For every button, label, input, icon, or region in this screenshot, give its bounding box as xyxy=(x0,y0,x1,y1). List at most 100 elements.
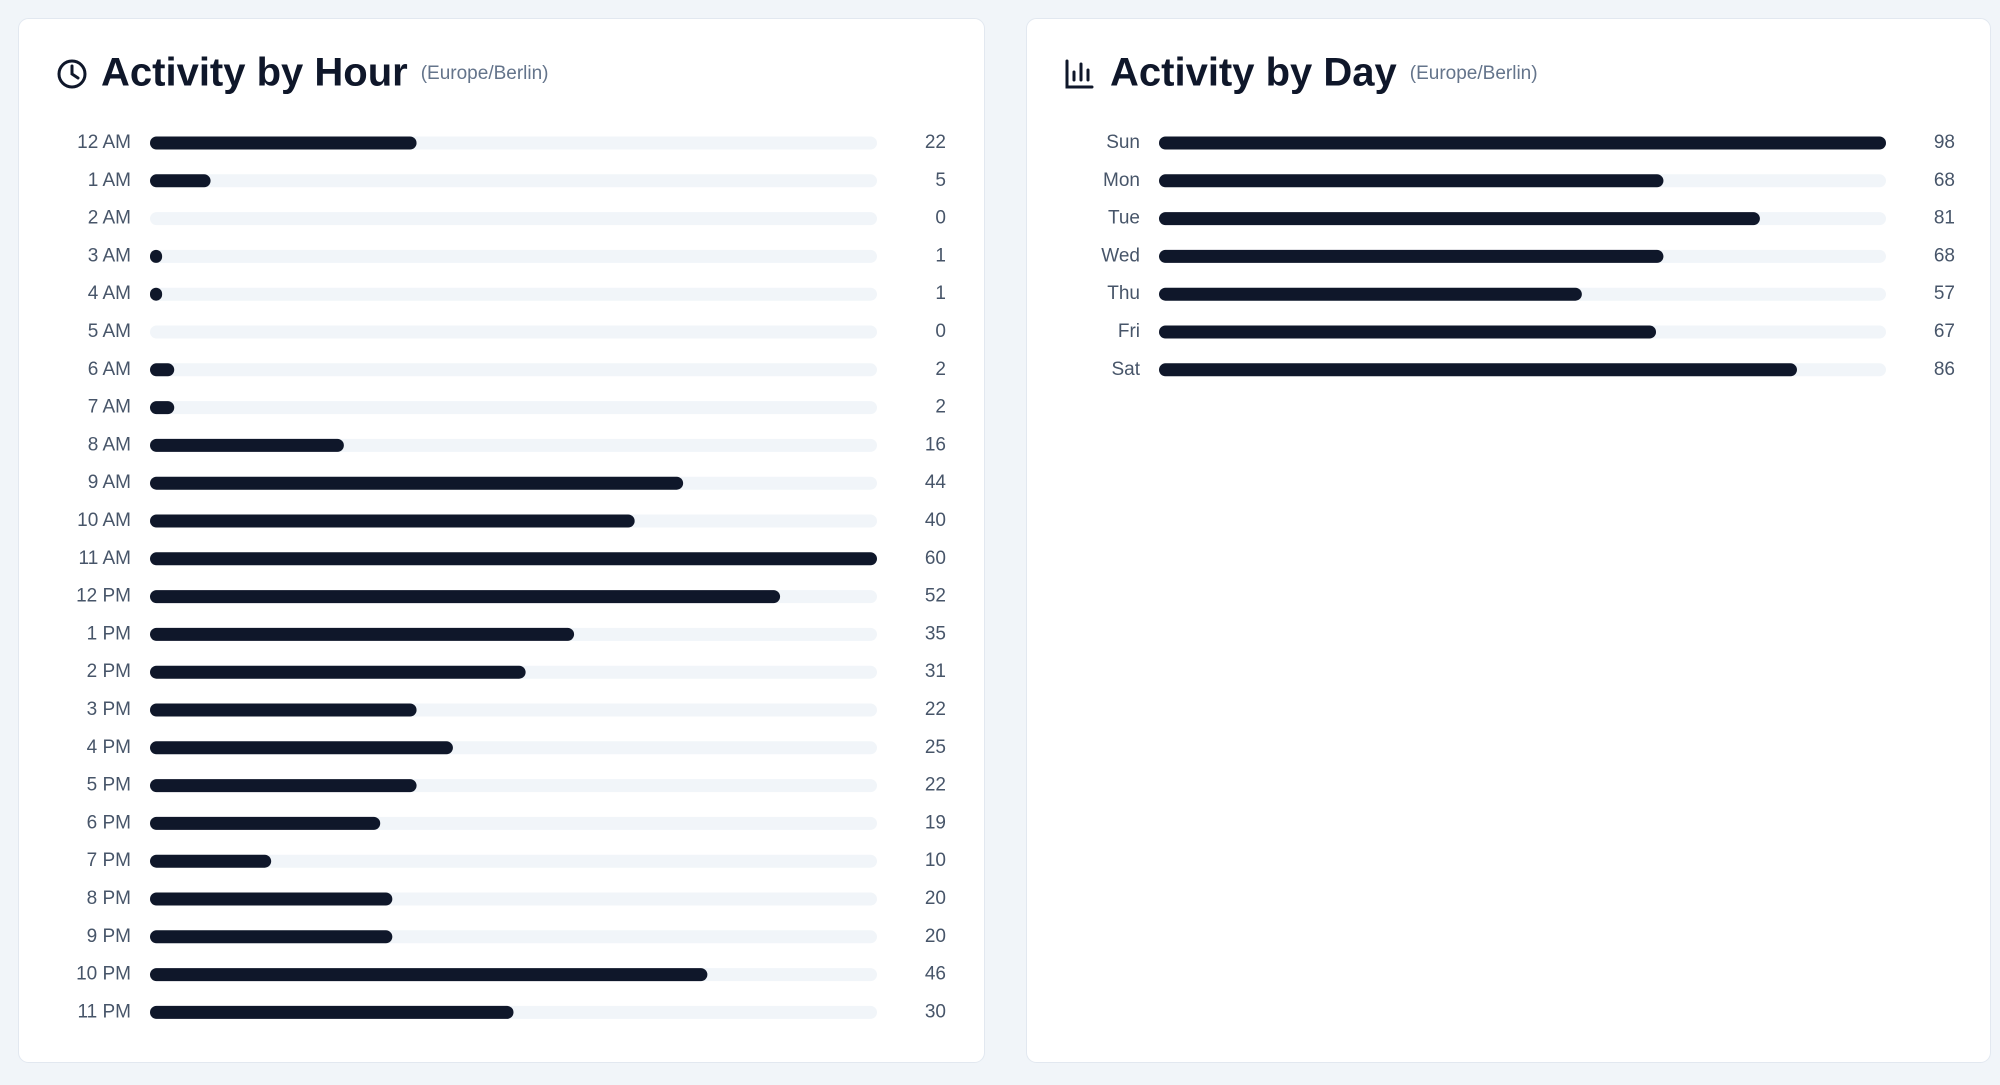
row-label: 1 AM xyxy=(88,170,131,191)
bar xyxy=(150,779,417,793)
panel-title: Activity by Day xyxy=(1110,51,1398,95)
value-label: 22 xyxy=(925,699,946,720)
value-label: 57 xyxy=(1934,283,1955,304)
bar xyxy=(150,627,575,641)
value-label: 5 xyxy=(935,170,946,191)
value-label: 0 xyxy=(935,321,946,342)
value-label: 20 xyxy=(925,926,946,947)
bar xyxy=(150,514,635,528)
value-label: 68 xyxy=(1934,245,1955,266)
panel-subtitle: (Europe/Berlin) xyxy=(421,63,549,84)
row-label: Wed xyxy=(1101,245,1140,266)
bar-track xyxy=(150,363,877,377)
bar xyxy=(1159,325,1657,339)
bar xyxy=(150,930,393,944)
bar xyxy=(150,1005,514,1019)
value-label: 10 xyxy=(925,850,946,871)
bar xyxy=(150,552,877,566)
bar xyxy=(1159,249,1664,263)
bar xyxy=(150,287,163,301)
value-label: 44 xyxy=(925,472,947,493)
bar xyxy=(150,136,417,150)
row-label: 6 PM xyxy=(87,812,131,833)
value-label: 68 xyxy=(1934,170,1955,191)
bar-track xyxy=(150,287,877,301)
value-label: 31 xyxy=(925,661,946,682)
value-label: 86 xyxy=(1934,359,1955,380)
bar xyxy=(150,174,211,188)
bar xyxy=(150,590,781,604)
row-label: 10 PM xyxy=(76,964,131,985)
row-label: 6 AM xyxy=(88,359,131,380)
bar-track xyxy=(150,401,877,415)
bar xyxy=(150,854,272,868)
panel xyxy=(18,18,985,1063)
bar xyxy=(150,968,708,982)
bar-track xyxy=(150,174,877,188)
row-label: 11 AM xyxy=(79,548,131,569)
panel-subtitle: (Europe/Berlin) xyxy=(1410,63,1538,84)
value-label: 2 xyxy=(935,359,946,380)
bar-track xyxy=(150,249,877,263)
row-label: 3 AM xyxy=(88,245,131,266)
value-label: 0 xyxy=(935,208,946,229)
value-label: 20 xyxy=(925,888,946,909)
value-label: 30 xyxy=(925,1001,946,1022)
value-label: 67 xyxy=(1934,321,1955,342)
row-label: 5 PM xyxy=(87,775,131,796)
row-label: 2 PM xyxy=(87,661,131,682)
bar xyxy=(150,363,175,377)
row-label: 9 AM xyxy=(88,472,131,493)
value-label: 16 xyxy=(925,434,946,455)
bar xyxy=(150,476,684,490)
bar xyxy=(150,401,175,415)
value-label: 1 xyxy=(935,283,946,304)
value-label: 52 xyxy=(925,586,946,607)
row-label: Thu xyxy=(1107,283,1140,304)
value-label: 1 xyxy=(935,245,946,266)
row-label: 11 PM xyxy=(77,1001,131,1022)
bar xyxy=(150,438,344,452)
bar xyxy=(1159,287,1582,301)
value-label: 22 xyxy=(925,132,946,153)
value-label: 46 xyxy=(925,964,946,985)
value-label: 60 xyxy=(925,548,946,569)
value-label: 22 xyxy=(925,775,946,796)
row-label: 7 PM xyxy=(87,850,131,871)
value-label: 40 xyxy=(925,510,946,531)
value-label: 35 xyxy=(925,623,946,644)
bar xyxy=(150,741,453,755)
bar-track xyxy=(150,854,877,868)
bar xyxy=(150,703,417,717)
row-label: 10 AM xyxy=(77,510,131,531)
row-label: 8 PM xyxy=(87,888,131,909)
bar xyxy=(150,249,163,263)
row-label: 8 AM xyxy=(88,434,131,455)
row-label: 3 PM xyxy=(87,699,131,720)
row-label: 4 PM xyxy=(87,737,131,758)
bar xyxy=(1159,136,1886,150)
row-label: 4 AM xyxy=(88,283,131,304)
row-label: 12 AM xyxy=(77,132,131,153)
row-label: Sat xyxy=(1111,359,1140,380)
bar xyxy=(1159,363,1797,377)
row-label: 9 PM xyxy=(87,926,131,947)
bar-track xyxy=(150,325,877,339)
row-label: 2 AM xyxy=(88,208,131,229)
value-label: 19 xyxy=(925,812,946,833)
row-label: 1 PM xyxy=(87,623,131,644)
bar xyxy=(1159,212,1760,226)
bar-track xyxy=(150,212,877,226)
panel xyxy=(1026,18,1991,1063)
value-label: 98 xyxy=(1934,132,1955,153)
clock-icon xyxy=(57,59,87,89)
value-label: 81 xyxy=(1934,208,1955,229)
bar xyxy=(150,892,393,906)
bar xyxy=(150,665,526,679)
row-label: Fri xyxy=(1118,321,1140,342)
row-label: 12 PM xyxy=(76,586,131,607)
row-label: 7 AM xyxy=(88,397,131,418)
row-label: Tue xyxy=(1108,208,1140,229)
bar xyxy=(1159,174,1664,188)
